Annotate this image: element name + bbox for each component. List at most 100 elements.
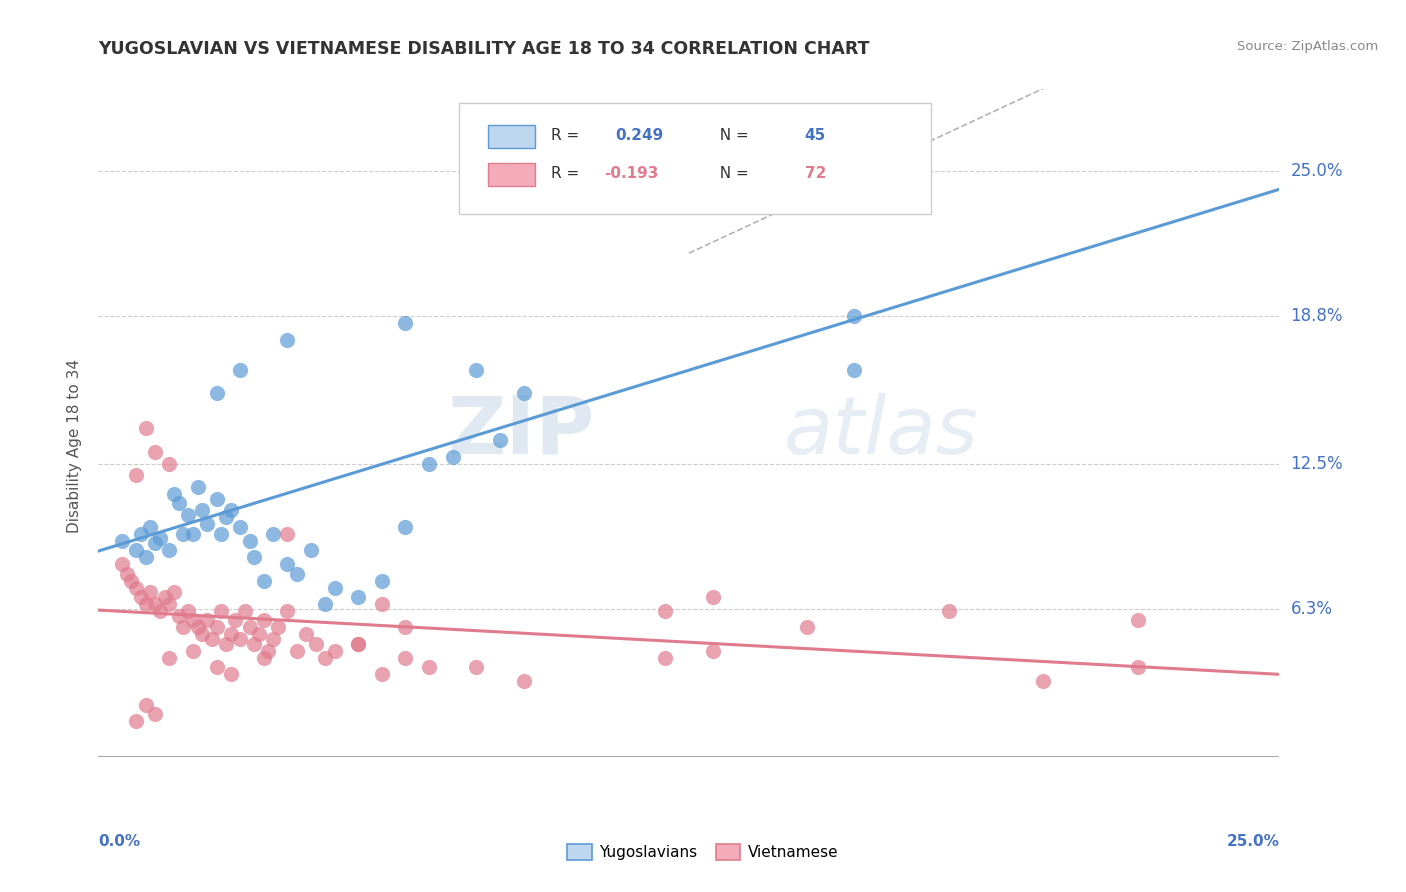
Text: R =: R = xyxy=(551,166,583,181)
Point xyxy=(181,644,204,658)
Point xyxy=(267,620,290,634)
Point xyxy=(418,457,440,471)
Text: ZIP: ZIP xyxy=(447,392,595,471)
Point xyxy=(143,597,166,611)
Point xyxy=(205,386,228,401)
Point xyxy=(135,597,157,611)
Point xyxy=(125,468,148,483)
Point xyxy=(276,526,298,541)
Point xyxy=(276,604,298,618)
Text: YUGOSLAVIAN VS VIETNAMESE DISABILITY AGE 18 TO 34 CORRELATION CHART: YUGOSLAVIAN VS VIETNAMESE DISABILITY AGE… xyxy=(98,40,870,58)
Point xyxy=(441,450,464,464)
Point xyxy=(157,543,180,558)
Point xyxy=(181,526,204,541)
Y-axis label: Disability Age 18 to 34: Disability Age 18 to 34 xyxy=(67,359,83,533)
Point xyxy=(262,526,284,541)
Point xyxy=(172,526,194,541)
Point xyxy=(195,517,218,532)
Point xyxy=(394,519,416,533)
Point xyxy=(314,597,336,611)
Point xyxy=(1126,613,1149,627)
Point xyxy=(157,457,180,471)
Point xyxy=(418,660,440,674)
Point xyxy=(1032,674,1054,689)
Point xyxy=(149,604,172,618)
Point xyxy=(149,532,172,546)
Text: 72: 72 xyxy=(804,166,827,181)
Text: 6.3%: 6.3% xyxy=(1291,599,1333,617)
Point xyxy=(247,627,270,641)
Point xyxy=(181,613,204,627)
Point xyxy=(205,491,228,506)
Point xyxy=(243,637,266,651)
Point xyxy=(215,637,238,651)
Point xyxy=(253,574,276,588)
Point xyxy=(371,597,394,611)
Text: Source: ZipAtlas.com: Source: ZipAtlas.com xyxy=(1237,40,1378,54)
Point xyxy=(143,445,166,459)
Point xyxy=(187,620,209,634)
Point xyxy=(323,581,346,595)
Point xyxy=(702,590,724,604)
Point xyxy=(305,637,328,651)
FancyBboxPatch shape xyxy=(458,103,931,214)
Point xyxy=(465,363,488,377)
Point xyxy=(121,574,143,588)
Text: N =: N = xyxy=(710,166,754,181)
Point xyxy=(157,597,180,611)
Point xyxy=(229,519,252,533)
Point xyxy=(125,543,148,558)
Point xyxy=(276,333,298,347)
Point xyxy=(219,667,242,681)
Point xyxy=(229,363,252,377)
Point xyxy=(702,644,724,658)
Point xyxy=(153,590,176,604)
Point xyxy=(844,309,866,323)
Text: 12.5%: 12.5% xyxy=(1291,455,1343,473)
Point xyxy=(172,620,194,634)
Point xyxy=(139,519,162,533)
Point xyxy=(195,613,218,627)
Point xyxy=(205,660,228,674)
Point xyxy=(347,637,370,651)
FancyBboxPatch shape xyxy=(488,125,536,148)
Point xyxy=(163,585,186,599)
Point xyxy=(167,496,190,510)
Point xyxy=(276,557,298,571)
Point xyxy=(125,714,148,728)
Point xyxy=(285,644,308,658)
Text: 25.0%: 25.0% xyxy=(1226,834,1279,849)
Point xyxy=(219,503,242,517)
Text: atlas: atlas xyxy=(783,392,979,471)
Point xyxy=(135,550,157,565)
Text: R =: R = xyxy=(551,128,583,143)
Point xyxy=(938,604,960,618)
Point xyxy=(285,566,308,581)
Point xyxy=(135,698,157,712)
Point xyxy=(135,421,157,435)
Point xyxy=(229,632,252,646)
Point xyxy=(314,650,336,665)
Point xyxy=(295,627,318,641)
Point xyxy=(489,433,512,447)
Legend: Yugoslavians, Vietnamese: Yugoslavians, Vietnamese xyxy=(561,838,845,866)
Point xyxy=(111,533,134,548)
Point xyxy=(139,585,162,599)
Point xyxy=(654,650,676,665)
Point xyxy=(209,604,232,618)
Point xyxy=(465,660,488,674)
Point xyxy=(347,590,370,604)
Point xyxy=(163,487,186,501)
Point xyxy=(239,533,262,548)
Point xyxy=(187,480,209,494)
Point xyxy=(205,620,228,634)
Point xyxy=(371,574,394,588)
Point xyxy=(191,627,214,641)
Point xyxy=(253,613,276,627)
Point xyxy=(224,613,246,627)
Point xyxy=(201,632,224,646)
Point xyxy=(177,508,200,522)
Point xyxy=(209,526,232,541)
Point xyxy=(299,543,322,558)
Point xyxy=(512,386,534,401)
